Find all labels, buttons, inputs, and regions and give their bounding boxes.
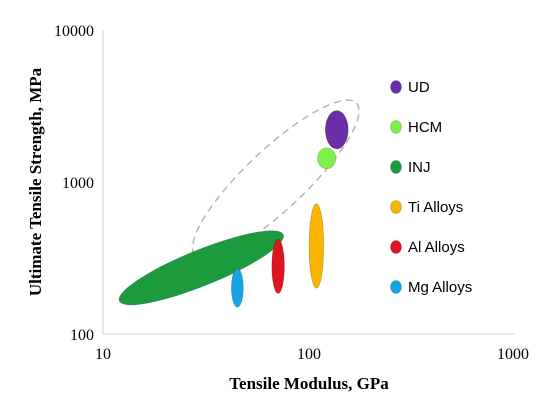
y-tick-label: 10000 — [54, 23, 94, 40]
y-axis-title: Ultimate Tensile Strength, MPa — [26, 67, 45, 296]
legend-label: UD — [408, 79, 430, 96]
legend-marker — [390, 240, 402, 254]
legend-marker — [390, 120, 402, 134]
dashed-envelope — [191, 99, 360, 260]
legend-marker — [390, 160, 402, 174]
legend-item-ti-alloys: Ti Alloys — [390, 199, 463, 216]
region-inj — [118, 230, 284, 306]
region-al-alloys — [271, 238, 285, 294]
legend-item-mg-alloys: Mg Alloys — [390, 279, 472, 296]
x-tick-label: 1000 — [497, 346, 529, 363]
y-tick-label: 100 — [70, 327, 94, 344]
x-tick-labels: 10 100 1000 — [95, 346, 529, 363]
region-ti-alloys — [308, 203, 325, 289]
legend-item-al-alloys: Al Alloys — [390, 239, 465, 256]
legend-item-ud: UD — [390, 79, 430, 96]
legend: UD HCM INJ Ti Alloys Al Alloys Mg Alloys — [390, 79, 472, 296]
legend-marker — [390, 80, 402, 94]
legend-marker — [390, 280, 402, 294]
legend-label: INJ — [408, 159, 431, 176]
legend-label: HCM — [408, 119, 442, 136]
region-ud — [325, 110, 349, 150]
legend-label: Al Alloys — [408, 239, 465, 256]
legend-item-hcm: HCM — [390, 119, 442, 136]
region-hcm — [317, 147, 337, 170]
legend-item-inj: INJ — [390, 159, 431, 176]
data-layer — [118, 110, 349, 308]
x-tick-label: 10 — [95, 346, 111, 363]
envelope-layer — [191, 99, 360, 260]
legend-label: Ti Alloys — [408, 199, 463, 216]
x-axis-title: Tensile Modulus, GPa — [229, 374, 389, 393]
y-tick-labels: 100 1000 10000 — [54, 23, 94, 344]
legend-label: Mg Alloys — [408, 279, 472, 296]
x-tick-label: 100 — [297, 346, 321, 363]
legend-marker — [390, 200, 402, 214]
y-tick-label: 1000 — [62, 175, 94, 192]
plot-area — [102, 30, 515, 335]
region-mg-alloys — [231, 268, 244, 308]
